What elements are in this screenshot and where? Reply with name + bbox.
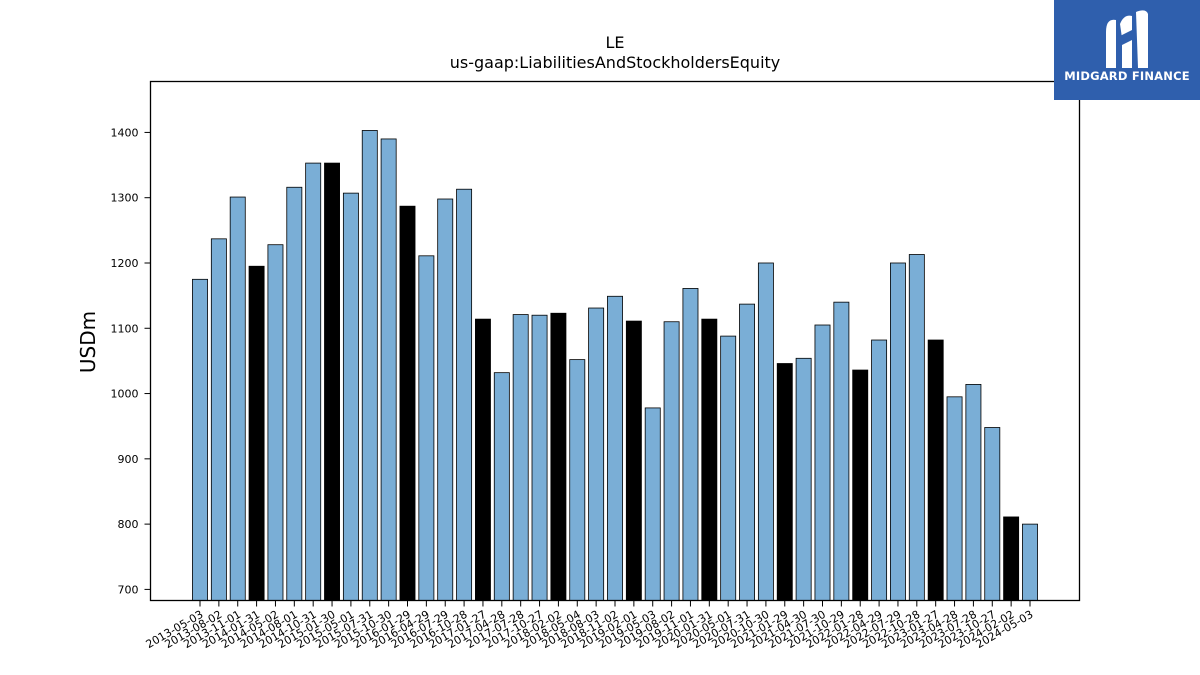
bar-2023-01-27 xyxy=(927,339,944,601)
brand-name: MIDGARD FINANCE xyxy=(1064,69,1190,83)
bar-2018-11-02 xyxy=(607,295,623,601)
bar-2016-07-29 xyxy=(437,198,454,601)
bar-2021-04-30 xyxy=(795,357,812,601)
bar-2014-10-31 xyxy=(305,162,322,601)
bar-2014-05-02 xyxy=(267,244,284,601)
bar-2024-02-02 xyxy=(1003,516,1020,601)
bar-2019-05-03 xyxy=(644,407,661,601)
bar-2015-07-31 xyxy=(361,130,378,601)
bar-2016-01-29 xyxy=(399,205,416,601)
bar-2013-11-01 xyxy=(229,196,246,601)
y-tick-label: 1400 xyxy=(111,126,139,139)
bar-2015-05-01 xyxy=(342,192,359,601)
brand-logo: MIDGARD FINANCE xyxy=(1054,0,1200,100)
y-tick-label: 1200 xyxy=(111,257,139,270)
y-tick-label: 1300 xyxy=(111,192,139,205)
bar-2022-01-28 xyxy=(852,369,869,601)
bar-2020-01-31 xyxy=(701,318,718,601)
bar-2015-01-30 xyxy=(324,162,340,601)
bar-2014-08-01 xyxy=(286,186,303,601)
bar-2014-01-31 xyxy=(248,265,265,601)
plot-frame xyxy=(149,80,1081,602)
y-tick-label: 800 xyxy=(118,518,139,531)
bar-2020-10-30 xyxy=(757,262,774,601)
bar-2021-07-30 xyxy=(814,324,831,601)
bar-2019-02-01 xyxy=(625,320,642,601)
bar-2021-10-29 xyxy=(833,301,850,601)
bar-2019-11-01 xyxy=(682,288,699,601)
bar-2017-04-28 xyxy=(493,372,510,601)
y-tick-label: 1000 xyxy=(111,388,139,401)
bar-2020-05-01 xyxy=(720,335,737,601)
bar-2022-10-28 xyxy=(908,254,925,601)
bar-2023-10-27 xyxy=(984,427,1001,601)
bar-2020-07-31 xyxy=(739,303,755,601)
bar-2024-05-03 xyxy=(1022,523,1038,601)
bar-2016-10-28 xyxy=(456,188,473,601)
y-tick-label: 700 xyxy=(118,583,139,596)
bar-2017-01-27 xyxy=(475,318,491,601)
bar-2022-04-29 xyxy=(871,339,888,601)
bar-2018-02-02 xyxy=(550,312,567,601)
bar-2013-08-02 xyxy=(210,238,227,601)
midgard-logo-icon xyxy=(1106,10,1148,68)
bar-2019-08-02 xyxy=(663,321,680,601)
bar-2018-05-04 xyxy=(569,359,586,601)
bar-2013-05-03 xyxy=(192,278,208,601)
y-tick-label: 1100 xyxy=(111,322,139,335)
bar-2023-07-28 xyxy=(965,384,982,601)
y-axis-label: USDm xyxy=(76,311,100,373)
y-tick-label: 900 xyxy=(118,453,139,466)
chart-subtitle: us-gaap:LiabilitiesAndStockholdersEquity xyxy=(450,53,781,72)
chart-title: LE xyxy=(605,33,624,52)
bar-2018-08-03 xyxy=(588,307,605,601)
bar-2015-10-30 xyxy=(380,138,397,601)
x-axis-ticks: 2013-05-032013-08-022013-11-012014-01-31… xyxy=(144,600,1036,651)
bar-2021-01-29 xyxy=(776,363,793,601)
bar-2017-10-27 xyxy=(531,314,548,601)
bars-group xyxy=(192,130,1038,601)
y-axis-ticks: 700 800 900 1000 1100 1200 1300 1400 xyxy=(111,126,151,596)
bar-2022-07-29 xyxy=(890,262,906,601)
bar-2023-04-28 xyxy=(946,396,963,601)
bar-2016-04-29 xyxy=(418,255,435,601)
bar-2017-07-28 xyxy=(512,314,529,601)
